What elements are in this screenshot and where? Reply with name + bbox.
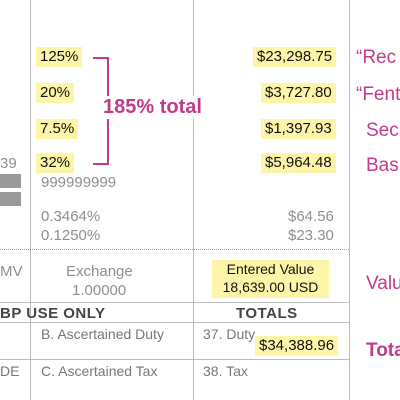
redaction-block (0, 174, 21, 188)
tax-label: 38. Tax (203, 363, 248, 379)
rate-total-label: 185% total (100, 96, 205, 119)
small-rate-1: 0.3464% (41, 208, 101, 225)
row-divider-tax (0, 359, 349, 360)
entered-value-amount: 18,639.00 USD (222, 279, 319, 295)
left-fragment-de: DE (0, 363, 20, 379)
annotation-total: Tota (366, 340, 400, 361)
column-divider-middle (193, 0, 194, 400)
column-divider-right (349, 0, 350, 400)
row-divider-totals (0, 322, 349, 323)
ascertained-tax-label: C. Ascertained Tax (41, 363, 158, 379)
small-rate-2: 0.1250% (41, 227, 101, 244)
annotation-base: Bas (366, 155, 399, 176)
duty-total-value: $34,388.96 (255, 336, 339, 356)
annotation-section: Sec (366, 120, 399, 141)
small-amount-1: $64.56 (288, 208, 334, 225)
entered-value-box: Entered Value 18,639.00 USD (212, 260, 329, 298)
totals-header: TOTALS (236, 305, 298, 322)
annotation-fentanyl: “Fent (356, 84, 400, 105)
annotation-value: Valu (366, 273, 400, 294)
exchange-value: 1.00000 (72, 282, 127, 299)
entered-value-label: Entered Value (226, 261, 315, 277)
duty-label: 37. Duty (203, 326, 256, 342)
row-divider-dotted (0, 249, 349, 250)
exchange-label: Exchange (66, 263, 133, 280)
redaction-block (0, 192, 21, 206)
row-mv-fragment: MV (0, 263, 23, 280)
amount-sec: $1,397.93 (261, 119, 336, 139)
column-divider-left (30, 0, 31, 400)
cbp-use-only-header: BP USE ONLY (0, 305, 106, 322)
left-fragment-39: 39 (0, 155, 17, 172)
small-amount-2: $23.30 (288, 227, 334, 244)
code-value: 999999999 (41, 174, 117, 191)
amount-base: $5,964.48 (261, 153, 336, 173)
ascertained-duty-label: B. Ascertained Duty (41, 326, 164, 342)
rate-20: 20% (36, 83, 75, 103)
row-divider-cbp (0, 302, 349, 303)
annotation-reciprocal: “Rec (356, 47, 397, 68)
amount-fent: $3,727.80 (261, 83, 336, 103)
rate-32: 32% (36, 153, 75, 173)
rate-125: 125% (36, 47, 83, 67)
amount-recip: $23,298.75 (253, 47, 337, 67)
rate-7-5: 7.5% (36, 119, 79, 139)
